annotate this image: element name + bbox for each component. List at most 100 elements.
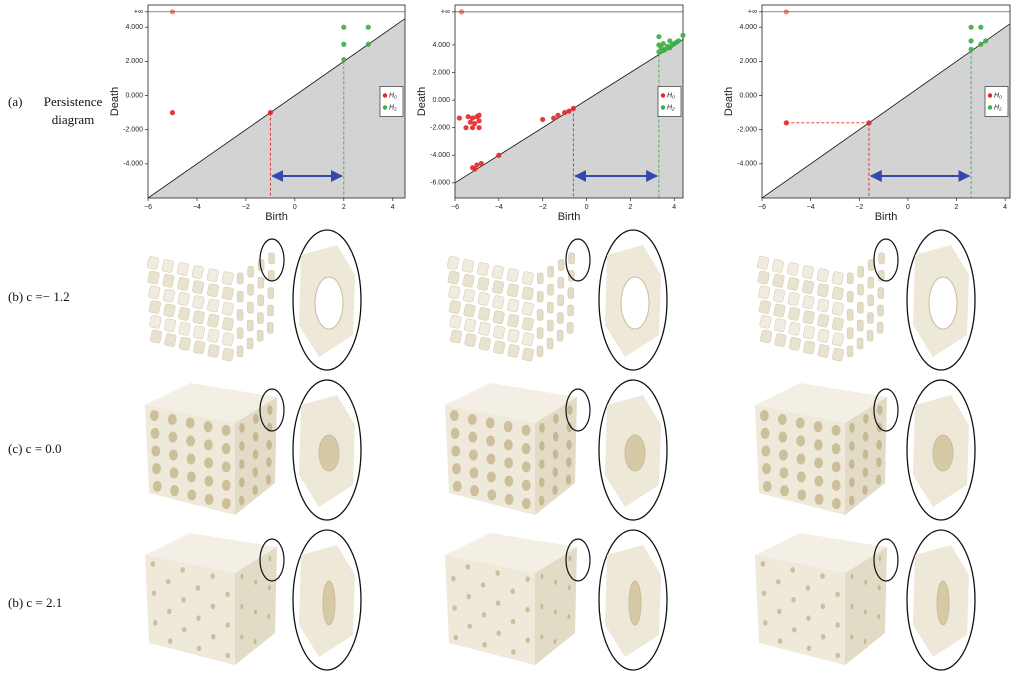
cube-hole — [849, 496, 855, 506]
x-axis-label: Birth — [875, 211, 898, 223]
point — [656, 34, 661, 39]
lattice-block — [237, 291, 243, 302]
point — [978, 42, 983, 47]
cube-hole — [778, 432, 787, 443]
cube-hole — [851, 574, 854, 579]
cube-hole — [504, 439, 513, 450]
point — [341, 25, 346, 30]
lattice-block — [258, 277, 264, 288]
lattice-block — [773, 289, 785, 303]
cube-hole — [153, 481, 162, 492]
lattice-block — [858, 266, 864, 277]
lattice-block — [479, 337, 491, 351]
lattice-block — [148, 285, 160, 299]
cube-hole — [814, 439, 823, 450]
lattice-block — [268, 270, 274, 281]
lattice-block — [179, 337, 191, 351]
lattice-block — [787, 277, 799, 291]
cube-hole — [806, 585, 810, 591]
lattice-block — [522, 348, 534, 362]
lattice-block — [162, 259, 174, 273]
lattice-block — [789, 337, 801, 351]
cube-hole — [815, 494, 824, 505]
point — [661, 41, 666, 46]
cube-hole — [197, 646, 201, 652]
lattice-block — [163, 304, 175, 318]
point — [566, 109, 571, 114]
cube-hole — [835, 622, 839, 628]
zoom-hole — [323, 581, 335, 625]
lattice-block — [248, 284, 254, 295]
cube-hole — [150, 410, 159, 421]
point — [477, 125, 482, 130]
lattice-block — [868, 277, 874, 288]
lattice-block — [522, 332, 534, 346]
cube-hole — [450, 410, 459, 421]
cube-hole — [863, 450, 869, 460]
point — [784, 120, 789, 125]
x-tick-label: 4 — [1003, 204, 1007, 211]
point — [341, 42, 346, 47]
cube-hole — [780, 467, 789, 478]
point — [470, 125, 475, 130]
cube-hole — [568, 556, 571, 561]
x-tick-label: −2 — [855, 204, 863, 211]
lattice-block — [522, 271, 534, 285]
lattice-block — [787, 262, 799, 276]
lattice-block — [759, 315, 771, 329]
lattice-block — [207, 268, 219, 282]
cube-hole — [253, 450, 259, 460]
lattice-block — [447, 271, 459, 285]
cube-hole — [240, 604, 243, 609]
cube-hole — [797, 454, 806, 465]
cube-hole — [454, 635, 458, 641]
lattice-block — [557, 330, 563, 341]
cube-hole — [762, 463, 771, 474]
cube-hole — [268, 556, 271, 561]
cube-hole — [832, 425, 841, 436]
cube-hole — [567, 614, 570, 619]
cube-hole — [151, 446, 160, 457]
legend-box — [658, 87, 681, 117]
cube-hole — [553, 432, 559, 442]
lattice-block — [462, 274, 474, 288]
lattice-block — [193, 325, 205, 339]
cube-hole — [239, 496, 245, 506]
cube-hole — [254, 639, 257, 644]
lattice-block — [788, 322, 800, 336]
legend-swatch — [383, 93, 387, 97]
lattice-block — [477, 262, 489, 276]
lattice-block — [462, 259, 474, 273]
lattice-block — [773, 304, 785, 318]
point — [366, 25, 371, 30]
point — [866, 120, 871, 125]
cube-hole — [522, 498, 531, 509]
row-label: (a) — [8, 94, 22, 109]
cube-hole — [152, 463, 161, 474]
row-label: diagram — [52, 112, 95, 127]
x-tick-label: −6 — [758, 204, 766, 211]
lattice-block — [802, 295, 814, 309]
cube-hole — [796, 418, 805, 429]
lattice-block — [788, 307, 800, 321]
x-tick-label: −2 — [242, 204, 250, 211]
lattice-block — [507, 268, 519, 282]
lattice-block — [803, 310, 815, 324]
cube-hole — [487, 472, 496, 483]
renderings — [145, 230, 975, 670]
cube-hole — [762, 591, 766, 597]
cube-hole — [540, 604, 543, 609]
cube-hole — [539, 496, 545, 506]
lattice-block — [758, 285, 770, 299]
cube-hole — [196, 615, 200, 621]
cube-hole — [552, 485, 558, 495]
point — [457, 115, 462, 120]
cube-hole — [792, 627, 796, 633]
lattice-block — [177, 262, 189, 276]
cube-hole — [226, 653, 230, 659]
cube-hole — [760, 410, 769, 421]
lattice-block — [548, 266, 554, 277]
y-tick-label: -2.000 — [430, 125, 450, 132]
cube-hole — [166, 579, 170, 585]
legend-swatch — [383, 105, 387, 109]
